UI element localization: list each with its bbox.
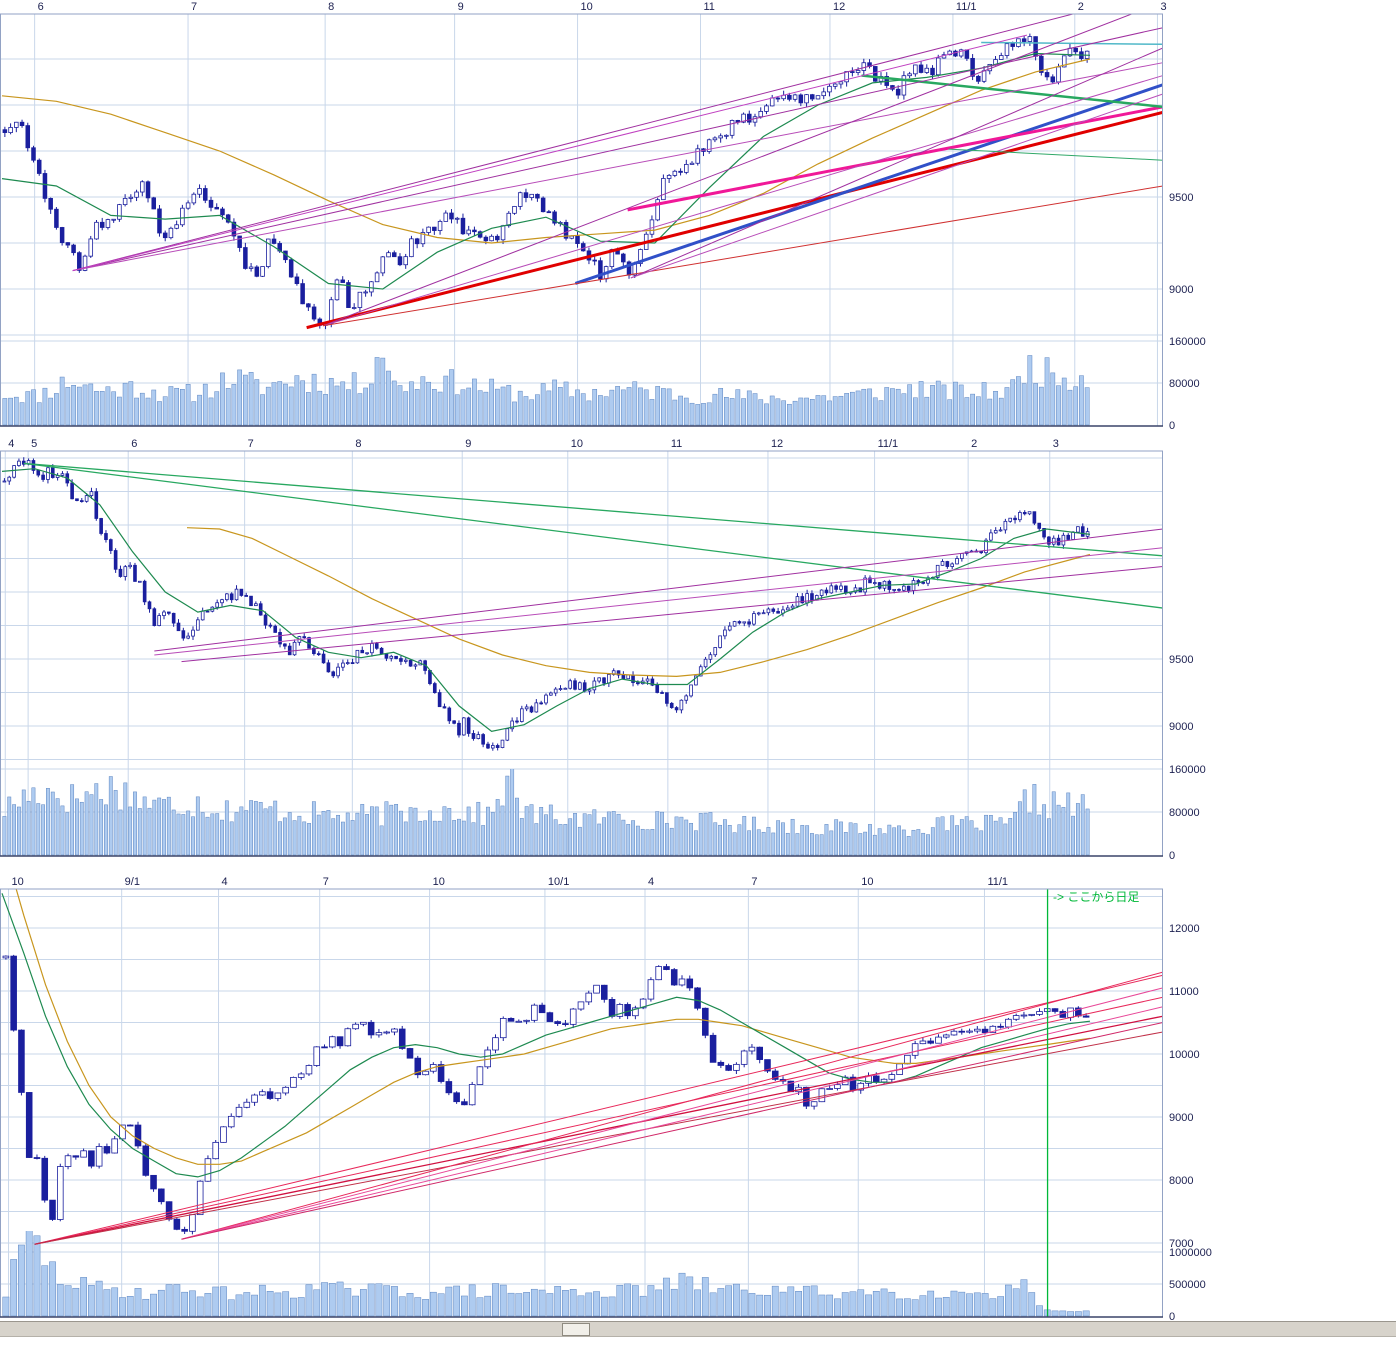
svg-text:9: 9 — [458, 1, 464, 13]
svg-text:11000: 11000 — [1169, 986, 1199, 998]
svg-text:10000: 10000 — [1169, 1049, 1200, 1061]
svg-text:160000: 160000 — [1169, 764, 1206, 776]
svg-text:11: 11 — [671, 438, 682, 450]
volume-layer — [2, 769, 1090, 856]
svg-text:4: 4 — [222, 876, 228, 888]
svg-text:4: 4 — [8, 438, 14, 450]
moving-average-layer — [1, 889, 1091, 1178]
svg-text:7: 7 — [191, 1, 197, 13]
svg-text:9500: 9500 — [1169, 192, 1193, 204]
svg-text:8: 8 — [328, 1, 334, 13]
chart-canvas-top[interactable]: 6 7 8 9 10 11 12 11/1 2 3 9500 9000 160000 80000 0 — [0, 0, 1396, 437]
volume-layer — [2, 1231, 1090, 1317]
grid-layer — [0, 451, 1163, 856]
svg-text:500000: 500000 — [1169, 1279, 1206, 1291]
svg-text:6: 6 — [38, 1, 44, 13]
svg-text:7: 7 — [751, 876, 757, 888]
trend-line-layer — [72, 14, 1163, 330]
svg-text:12000: 12000 — [1169, 923, 1200, 935]
svg-text:3: 3 — [1053, 438, 1059, 450]
chart-canvas-bottom[interactable]: 10 9/1 4 7 10 10/1 4 7 10 11/1 12000 11000 10000 9000… — [0, 875, 1396, 1321]
svg-text:11/1: 11/1 — [878, 438, 899, 450]
svg-text:4: 4 — [648, 876, 654, 888]
svg-text:2: 2 — [1078, 1, 1084, 13]
moving-average-layer — [1, 468, 1091, 733]
plot-border — [0, 13, 1163, 427]
svg-text:11: 11 — [703, 1, 714, 13]
svg-text:9: 9 — [465, 438, 471, 450]
grid-layer — [0, 14, 1163, 426]
svg-text:1000000: 1000000 — [1169, 1247, 1212, 1259]
trend-line-layer — [34, 971, 1163, 1245]
svg-text:11/1: 11/1 — [987, 876, 1008, 888]
svg-text:10: 10 — [581, 1, 593, 13]
svg-text:7: 7 — [248, 438, 254, 450]
svg-text:7000: 7000 — [1169, 1238, 1193, 1250]
daily-annotation-label: -> ここから日足 — [1053, 890, 1140, 904]
svg-text:6: 6 — [131, 438, 137, 450]
svg-text:10/1: 10/1 — [548, 876, 569, 888]
svg-text:7: 7 — [323, 876, 329, 888]
plot-border — [0, 888, 1163, 1318]
svg-text:10: 10 — [12, 876, 24, 888]
svg-text:0: 0 — [1169, 850, 1175, 862]
axis-labels: 10 9/1 4 7 10 10/1 4 7 10 11/1 12000 11000 10000 9000… — [12, 876, 1212, 1321]
svg-text:0: 0 — [1169, 420, 1175, 432]
plot-border — [0, 450, 1163, 857]
grid-layer — [0, 889, 1163, 1317]
svg-text:5: 5 — [31, 438, 37, 450]
svg-text:11/1: 11/1 — [956, 1, 977, 13]
svg-text:80000: 80000 — [1169, 807, 1200, 819]
svg-text:80000: 80000 — [1169, 378, 1200, 390]
svg-text:10: 10 — [571, 438, 583, 450]
svg-text:12: 12 — [771, 438, 783, 450]
trend-line-layer — [23, 462, 1163, 663]
svg-text:10: 10 — [861, 876, 873, 888]
svg-text:3: 3 — [1160, 1, 1166, 13]
svg-text:8000: 8000 — [1169, 1175, 1193, 1187]
svg-text:9/1: 9/1 — [125, 876, 140, 888]
chart-panel-3: 10 9/1 4 7 10 10/1 4 7 10 11/1 12000 11000 10000 9000… — [0, 875, 1396, 1321]
axis-labels: 4 5 6 7 8 9 10 11 12 11/1 2 3 9500 9000 160000 80000 0 — [8, 438, 1205, 862]
svg-text:9000: 9000 — [1169, 284, 1193, 296]
svg-text:10: 10 — [433, 876, 445, 888]
chart-panel-1: 6 7 8 9 10 11 12 11/1 2 3 9500 9000 160000 80000 0 — [0, 0, 1396, 437]
axis-labels: 6 7 8 9 10 11 12 11/1 2 3 9500 9000 160000 80000 0 — [38, 1, 1206, 432]
svg-text:9000: 9000 — [1169, 721, 1193, 733]
candlestick-layer — [2, 954, 1090, 1235]
svg-text:12: 12 — [833, 1, 845, 13]
svg-text:2: 2 — [971, 438, 977, 450]
scrollbar-thumb[interactable] — [562, 1323, 590, 1336]
svg-text:9500: 9500 — [1169, 654, 1193, 666]
chart-canvas-middle[interactable]: 4 5 6 7 8 9 10 11 12 11/1 2 3 9500 9000 160000 80000 0 — [0, 437, 1396, 875]
svg-text:160000: 160000 — [1169, 336, 1206, 348]
chart-panel-2: 4 5 6 7 8 9 10 11 12 11/1 2 3 9500 9000 160000 80000 0 — [0, 437, 1396, 875]
horizontal-scrollbar[interactable] — [0, 1321, 1396, 1337]
volume-layer — [2, 355, 1090, 426]
svg-text:8: 8 — [355, 438, 361, 450]
svg-text:0: 0 — [1169, 1311, 1175, 1321]
svg-text:9000: 9000 — [1169, 1112, 1193, 1124]
